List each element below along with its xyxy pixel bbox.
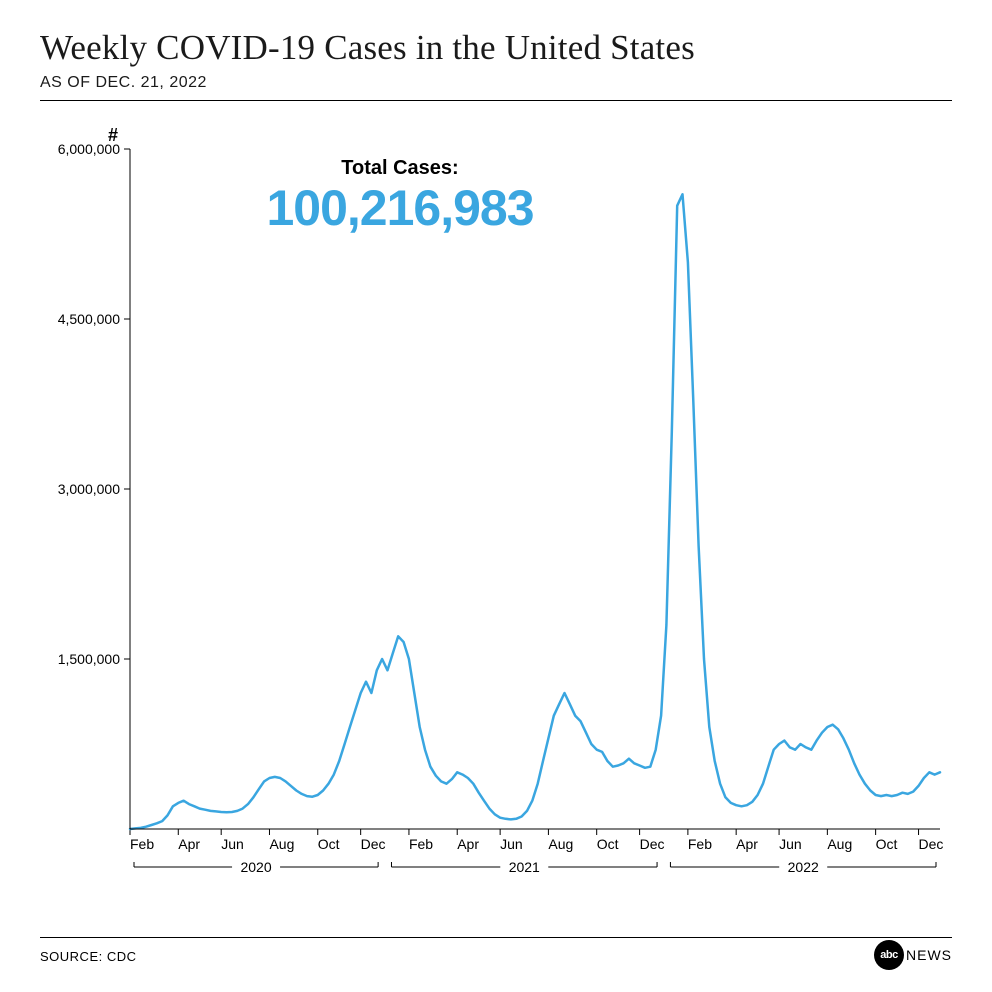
svg-text:Oct: Oct xyxy=(876,836,898,852)
footer-rule xyxy=(40,937,952,938)
source-text: SOURCE: CDC xyxy=(40,949,137,964)
svg-text:Jun: Jun xyxy=(779,836,802,852)
svg-text:Oct: Oct xyxy=(318,836,340,852)
page-title: Weekly COVID-19 Cases in the United Stat… xyxy=(40,28,952,68)
svg-text:2021: 2021 xyxy=(509,859,540,875)
svg-text:Dec: Dec xyxy=(640,836,665,852)
svg-text:Feb: Feb xyxy=(688,836,712,852)
svg-text:Apr: Apr xyxy=(178,836,200,852)
abc-logo-icon: abc xyxy=(874,940,904,970)
svg-text:Oct: Oct xyxy=(597,836,619,852)
svg-text:Jun: Jun xyxy=(221,836,244,852)
page-subtitle: AS OF DEC. 21, 2022 xyxy=(40,74,952,92)
svg-text:3,000,000: 3,000,000 xyxy=(58,481,120,497)
svg-text:Dec: Dec xyxy=(919,836,944,852)
footer: SOURCE: CDC abc NEWS xyxy=(40,937,952,966)
svg-text:4,500,000: 4,500,000 xyxy=(58,311,120,327)
svg-text:1,500,000: 1,500,000 xyxy=(58,651,120,667)
svg-text:Feb: Feb xyxy=(130,836,154,852)
svg-text:Aug: Aug xyxy=(548,836,573,852)
svg-text:Dec: Dec xyxy=(361,836,386,852)
abc-news-logo: abc NEWS xyxy=(874,940,952,970)
svg-text:Aug: Aug xyxy=(269,836,294,852)
svg-text:Feb: Feb xyxy=(409,836,433,852)
svg-text:2022: 2022 xyxy=(788,859,819,875)
svg-text:Apr: Apr xyxy=(736,836,758,852)
svg-text:Apr: Apr xyxy=(457,836,479,852)
header-rule xyxy=(40,100,952,101)
svg-text:2020: 2020 xyxy=(240,859,271,875)
line-chart: 1,500,000 3,000,000 4,500,000 6,000,000 Feb… xyxy=(40,119,952,899)
news-logo-text: NEWS xyxy=(906,947,952,963)
svg-text:6,000,000: 6,000,000 xyxy=(58,141,120,157)
chart-container: # Total Cases: 100,216,983 1,500,0003,00… xyxy=(40,119,952,899)
svg-text:Jun: Jun xyxy=(500,836,523,852)
svg-text:Aug: Aug xyxy=(827,836,852,852)
